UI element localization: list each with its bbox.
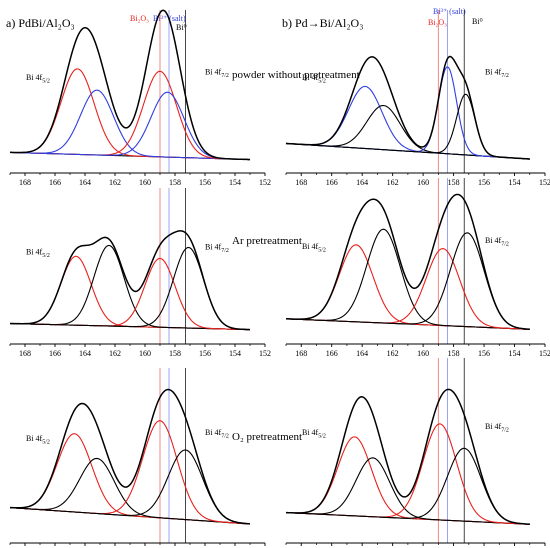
component-curve-3 [9,70,251,161]
x-tick-label: 168 [295,178,307,187]
row-label-ar: Ar pretreatment [232,235,302,247]
ref-label-bi2o3-a: Bi₂O₃ [130,14,149,23]
peak-label-4f72: Bi 4f7/2 [205,67,229,79]
peak-label-4f72: Bi 4f7/2 [485,236,509,248]
component-curve-1 [9,255,251,331]
x-tick-label: 160 [139,349,151,358]
peak-label-4f72: Bi 4f7/2 [205,428,229,440]
envelope-curve [285,193,530,330]
x-tick-label: 162 [387,178,399,187]
peak-label-4f72: Bi 4f7/2 [205,242,229,254]
x-tick-label: 156 [199,349,211,358]
peak-label-4f52: Bi 4f5/2 [302,242,326,254]
x-tick-label: 154 [229,349,241,358]
component-curve-3 [9,257,251,331]
x-tick-label: 166 [326,349,338,358]
component-curve-1 [285,85,530,160]
x-tick-label: 160 [417,349,429,358]
x-tick-label: 152 [539,178,550,187]
x-tick-label: 158 [169,349,181,358]
xps-panel-a2: 168 166 164 162 160 158 156 154 152 Bi 4f5/2 Bi 4f… [9,188,271,358]
envelope-curve [9,9,251,161]
component-curve-4 [9,449,251,525]
x-tick-label: 168 [295,349,307,358]
component-curve-2 [9,89,251,161]
component-curve-2 [9,457,251,525]
panel-b-title: b) Pd→Bi/Al₂O₃ [282,16,363,30]
x-tick-label: 168 [19,349,31,358]
x-tick-label: 154 [509,349,521,358]
component-curve-1 [285,244,530,330]
peak-label-4f52: Bi 4f5/2 [26,73,50,85]
row-label-o2: O₂ pretreatment [232,431,302,443]
x-tick-label: 162 [387,349,399,358]
x-tick-label: 154 [229,178,241,187]
x-tick-label: 166 [326,178,338,187]
x-tick-label: 158 [169,178,181,187]
x-tick-label: 152 [259,178,271,187]
xps-panel-b1: 168 166 164 162 160 158 156 154 152 Bi 4f5/2 Bi 4f… [285,10,550,187]
x-tick-label: 158 [448,178,460,187]
x-tick-label: 162 [109,178,121,187]
x-tick-label: 164 [356,178,368,187]
row-label-powder: powder without pretreatment [232,69,360,81]
component-curve-4 [285,447,530,525]
figure-titles: a) PdBi/Al₂O₃ b) Pd→Bi/Al₂O₃ powder with… [6,16,363,443]
x-tick-label: 156 [199,178,211,187]
ref-label-bi3salt-b: Bi³⁺ (salt) [433,7,466,16]
envelope-curve [285,388,530,525]
peak-label-4f52: Bi 4f5/2 [302,428,326,440]
x-tick-label: 168 [19,178,31,187]
peak-label-4f72: Bi 4f7/2 [485,67,509,79]
xps-panel-a1: 168 166 164 162 160 158 156 154 152 Bi 4f5/2 Bi 4f… [9,9,271,187]
peak-label-4f52: Bi 4f5/2 [26,248,50,260]
component-curve-2 [285,457,530,525]
peak-label-4f52: Bi 4f5/2 [26,434,50,446]
x-tick-label: 154 [509,178,521,187]
panel-a-title: a) PdBi/Al₂O₃ [6,16,75,30]
ref-label-bi0-b: Bi⁰ [472,17,483,26]
plots-layer: 168 166 164 162 160 158 156 154 152 Bi 4f5/2 Bi 4f… [9,9,550,546]
envelope-curve [9,230,251,331]
ref-label-bi2o3-b: Bi₂O₃ [428,18,447,27]
x-tick-label: 160 [139,178,151,187]
x-tick-label: 160 [417,178,429,187]
component-curve-3 [285,248,530,330]
xps-panel-b2: 168 166 164 162 160 158 156 154 152 Bi 4f5/2 Bi 4f… [285,178,550,358]
x-tick-label: 164 [79,178,91,187]
x-tick-label: 166 [49,349,61,358]
x-tick-label: 152 [539,349,550,358]
ref-label-bi0-a: Bi⁰ [176,23,187,32]
x-tick-label: 156 [478,349,490,358]
peak-label-4f52: Bi 4f5/2 [302,73,326,85]
x-tick-label: 158 [448,349,460,358]
peak-label-4f72: Bi 4f7/2 [485,422,509,434]
envelope-curve [285,55,530,160]
envelope-curve [9,388,251,525]
x-tick-label: 152 [259,349,271,358]
x-tick-label: 164 [356,349,368,358]
x-tick-label: 162 [109,349,121,358]
x-tick-label: 166 [49,178,61,187]
component-curve-4 [9,91,251,161]
x-tick-label: 156 [478,178,490,187]
x-tick-label: 164 [79,349,91,358]
